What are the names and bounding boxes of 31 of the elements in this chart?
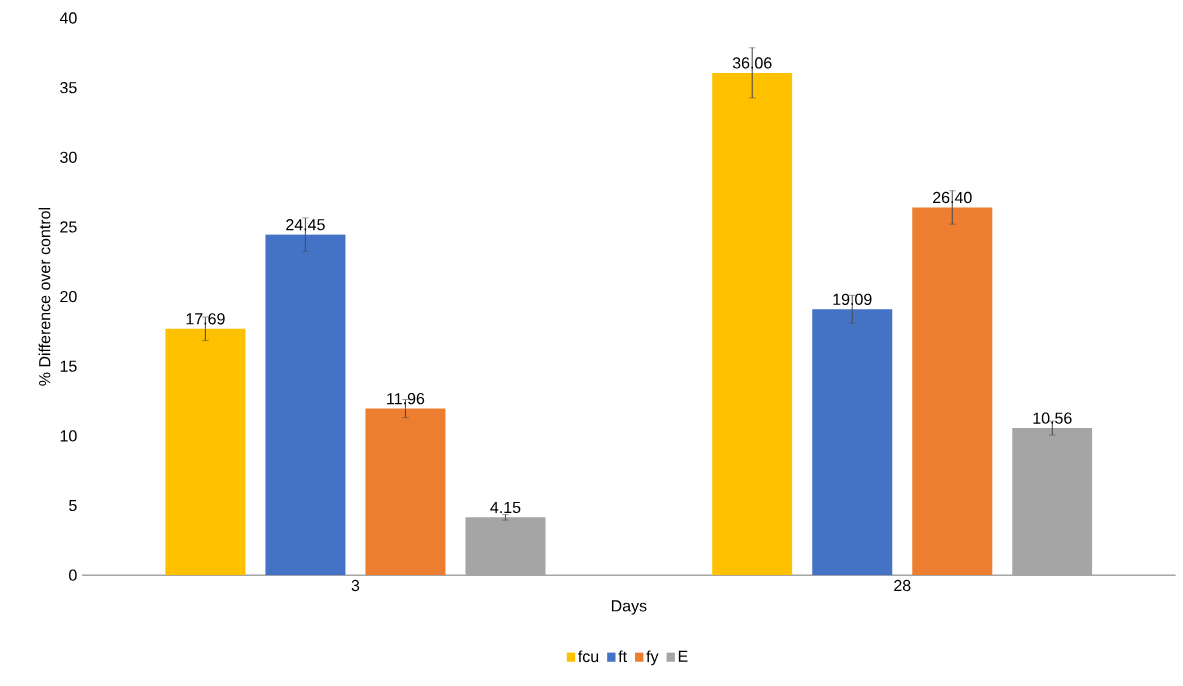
y-tick-label: 25 <box>60 221 77 233</box>
y-tick-label: 30 <box>60 151 77 163</box>
y-tick-label: 35 <box>60 81 77 94</box>
data-label: 11.96 <box>387 392 425 405</box>
data-label: 19.09 <box>833 293 872 305</box>
data-label: 10.56 <box>1033 412 1072 424</box>
data-label: 36.06 <box>732 57 772 69</box>
bar <box>1012 427 1093 576</box>
bar <box>365 408 446 576</box>
legend-label: ft <box>618 650 627 663</box>
data-label: 17.69 <box>186 313 225 325</box>
x-tick-label: 28 <box>894 579 911 592</box>
y-axis-title: % Difference over control <box>38 207 51 386</box>
bar <box>465 517 546 576</box>
x-axis-title: Days <box>611 600 647 615</box>
data-label: 4.15 <box>490 501 521 513</box>
bar <box>912 207 993 576</box>
y-tick-label: 40 <box>59 12 77 24</box>
legend-label: fy <box>646 650 659 666</box>
y-tick-label: 20 <box>60 290 77 303</box>
legend-label: E <box>678 650 688 662</box>
y-tick-label: 5 <box>69 499 77 511</box>
legend-label: fcu <box>578 650 599 663</box>
y-tick-label: 15 <box>60 360 77 372</box>
bar <box>712 72 793 576</box>
y-tick-label: 10 <box>60 430 77 442</box>
y-tick-label: 0 <box>69 569 77 581</box>
x-tick-label: 3 <box>351 579 360 592</box>
bar <box>265 234 346 576</box>
bar <box>812 309 893 576</box>
bar <box>165 328 246 576</box>
